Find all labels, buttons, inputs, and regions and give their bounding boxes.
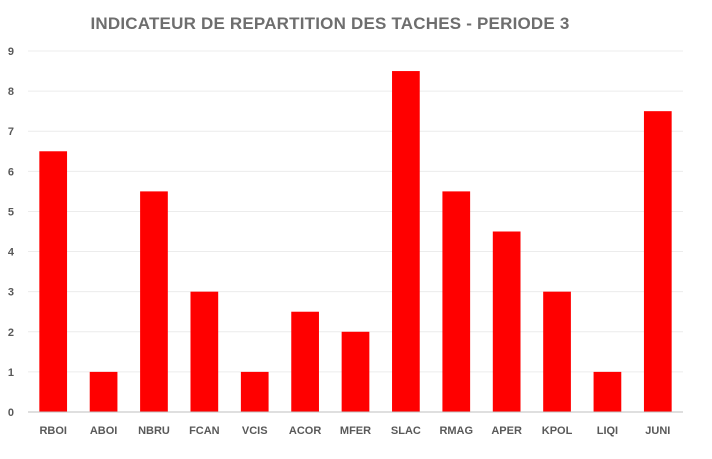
y-tick-label: 3: [8, 287, 14, 299]
y-tick-label: 7: [8, 126, 14, 138]
chart-title: INDICATEUR DE REPARTITION DES TACHES - P…: [90, 14, 570, 33]
y-tick-label: 1: [8, 367, 14, 379]
x-tick-label: SLAC: [391, 425, 421, 437]
x-tick-label: ABOI: [90, 425, 118, 437]
x-tick-label: VCIS: [242, 425, 268, 437]
x-tick-label: FCAN: [189, 425, 220, 437]
y-tick-label: 4: [8, 247, 15, 259]
bar-liqi: [593, 371, 622, 412]
y-tick-label: 5: [8, 206, 14, 218]
y-tick-label: 0: [8, 407, 14, 419]
y-tick-label: 2: [8, 327, 14, 339]
bar-rboi: [39, 151, 68, 412]
y-tick-label: 6: [8, 166, 14, 178]
bar-acor: [291, 311, 319, 412]
x-tick-label: JUNI: [645, 425, 670, 437]
bar-fcan: [190, 291, 219, 412]
x-tick-label: APER: [491, 425, 522, 437]
bar-mfer: [341, 331, 370, 412]
x-tick-label: NBRU: [138, 425, 170, 437]
bar-vcis: [240, 371, 269, 412]
bar-aboi: [89, 371, 118, 412]
y-tick-label: 9: [8, 46, 14, 58]
bar-rmag: [442, 191, 471, 412]
y-tick-label: 8: [8, 86, 14, 98]
x-tick-label: MFER: [340, 425, 371, 437]
bar-kpol: [543, 291, 571, 412]
bar-slac: [392, 71, 420, 413]
x-tick-label: KPOL: [542, 425, 573, 437]
x-tick-label: RMAG: [439, 425, 473, 437]
x-tick-label: ACOR: [289, 425, 321, 437]
x-tick-label: RBOI: [39, 425, 67, 437]
bar-juni: [643, 111, 672, 413]
x-tick-label: LIQI: [597, 425, 618, 437]
bar-aper: [492, 231, 521, 412]
bar-nbru: [140, 191, 168, 412]
